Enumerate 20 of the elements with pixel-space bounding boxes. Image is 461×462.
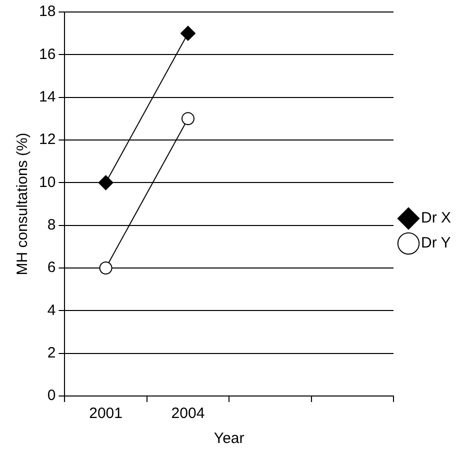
y-tick-label: 0 — [47, 387, 56, 404]
x-axis-title: Year — [214, 430, 244, 448]
legend-label: Dr Y — [421, 234, 451, 252]
x-tick-label: 2004 — [171, 405, 205, 422]
legend-label: Dr X — [421, 210, 451, 227]
point — [180, 26, 196, 41]
y-tick-label: 8 — [47, 216, 56, 234]
point — [98, 175, 114, 190]
y-axis-title: MH consultations (%) — [14, 132, 32, 276]
y-tick-label: 2 — [47, 344, 56, 362]
y-tick-label: 6 — [47, 259, 56, 276]
y-tick-label: 4 — [47, 302, 56, 319]
point — [181, 112, 194, 126]
y-tick-label: 14 — [38, 88, 56, 106]
x-tick-label: 2001 — [89, 405, 122, 422]
y-tick-label: 12 — [38, 131, 56, 148]
point — [99, 262, 112, 274]
y-tick-label: 18 — [38, 3, 56, 20]
y-tick-label: 16 — [38, 46, 56, 63]
y-tick-label: 10 — [38, 174, 56, 191]
